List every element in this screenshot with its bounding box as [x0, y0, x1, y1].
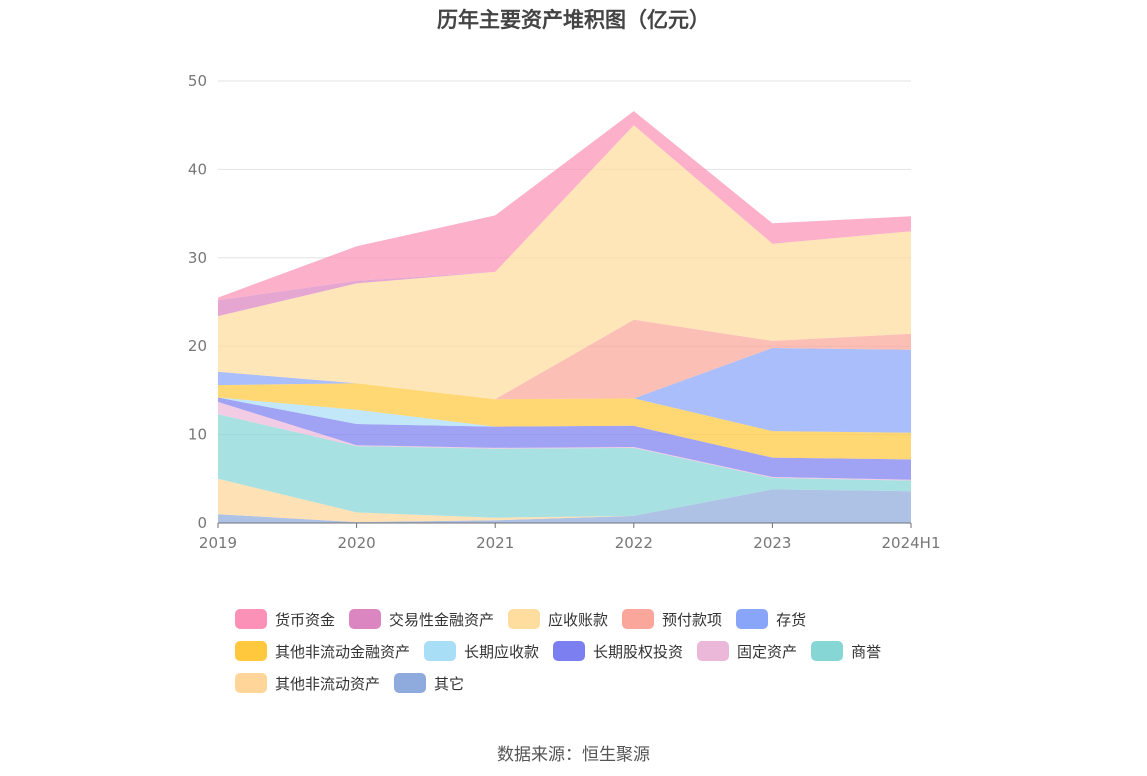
legend-item[interactable]: 其他非流动资产 — [235, 672, 380, 694]
x-tick-label: 2022 — [615, 534, 653, 552]
legend-swatch — [235, 641, 267, 661]
data-source: 数据来源：恒生聚源 — [497, 745, 650, 765]
x-tick-label: 2019 — [199, 534, 237, 552]
x-tick-label: 2021 — [476, 534, 514, 552]
y-tick-label: 10 — [188, 426, 207, 444]
area-商誉[interactable] — [218, 414, 911, 518]
legend-swatch — [394, 673, 427, 693]
legend-swatch — [697, 641, 730, 661]
y-tick-label: 50 — [188, 72, 207, 90]
legend-swatch — [349, 609, 382, 629]
legend-swatch — [736, 609, 769, 629]
chart-title: 历年主要资产堆积图（亿元） — [437, 8, 710, 32]
legend-item[interactable]: 固定资产 — [697, 640, 797, 662]
y-tick-label: 40 — [188, 160, 207, 178]
legend-swatch — [235, 673, 267, 693]
legend-label: 固定资产 — [737, 642, 798, 661]
area-货币资金[interactable] — [218, 111, 911, 301]
legend: 货币资金 交易性金融资产 应收账款 预付款项 存货其他非流动金融资产 长期应收款 长期股权投… — [235, 608, 935, 704]
axes: 0 10 20 30 40 50 2019 2020 2021 2022 2023 2024H1 — [188, 72, 941, 552]
legend-label: 应收账款 — [548, 610, 609, 629]
y-tick-label: 30 — [188, 249, 207, 267]
area-交易性金融资产[interactable] — [218, 125, 911, 317]
legend-swatch — [235, 609, 267, 629]
legend-item[interactable]: 应收账款 — [508, 608, 608, 630]
y-tick-label: 0 — [197, 514, 207, 532]
legend-item[interactable]: 长期应收款 — [424, 640, 539, 662]
legend-swatch — [622, 609, 655, 629]
area-其他非流动金融资产[interactable] — [218, 383, 911, 460]
legend-item[interactable]: 商誉 — [811, 640, 881, 662]
area-其他非流动资产[interactable] — [218, 478, 911, 523]
area-长期股权投资[interactable] — [218, 397, 911, 480]
legend-item[interactable]: 交易性金融资产 — [349, 608, 494, 630]
x-tick-label: 2024H1 — [882, 534, 941, 552]
legend-label: 预付款项 — [662, 610, 723, 629]
area-应收账款[interactable] — [218, 125, 911, 400]
legend-item[interactable]: 其它 — [394, 672, 464, 694]
legend-label: 长期股权投资 — [593, 642, 684, 661]
area-其它[interactable] — [218, 489, 911, 523]
area-存货[interactable] — [218, 348, 911, 433]
legend-label: 商誉 — [851, 642, 882, 661]
legend-item[interactable]: 其他非流动金融资产 — [235, 640, 410, 662]
legend-swatch — [508, 609, 541, 629]
legend-swatch — [553, 641, 586, 661]
legend-label: 货币资金 — [275, 610, 336, 629]
x-tick-label: 2023 — [753, 534, 791, 552]
x-tick-label: 2020 — [338, 534, 376, 552]
legend-item[interactable]: 货币资金 — [235, 608, 335, 630]
y-tick-label: 20 — [188, 337, 207, 355]
legend-label: 其他非流动资产 — [275, 674, 381, 693]
legend-label: 交易性金融资产 — [389, 610, 495, 629]
area-长期应收款[interactable] — [218, 397, 911, 460]
legend-swatch — [424, 641, 457, 661]
legend-item[interactable]: 存货 — [736, 608, 806, 630]
legend-label: 其他非流动金融资产 — [275, 642, 411, 661]
legend-item[interactable]: 预付款项 — [622, 608, 722, 630]
legend-label: 其它 — [434, 674, 465, 693]
legend-swatch — [811, 641, 844, 661]
legend-item[interactable]: 长期股权投资 — [553, 640, 683, 662]
legend-label: 长期应收款 — [464, 642, 540, 661]
area-series — [218, 111, 911, 523]
legend-label: 存货 — [776, 610, 807, 629]
stacked-area-chart: 0 10 20 30 40 50 2019 2020 2021 2022 2023 2024H1 — [188, 72, 941, 552]
